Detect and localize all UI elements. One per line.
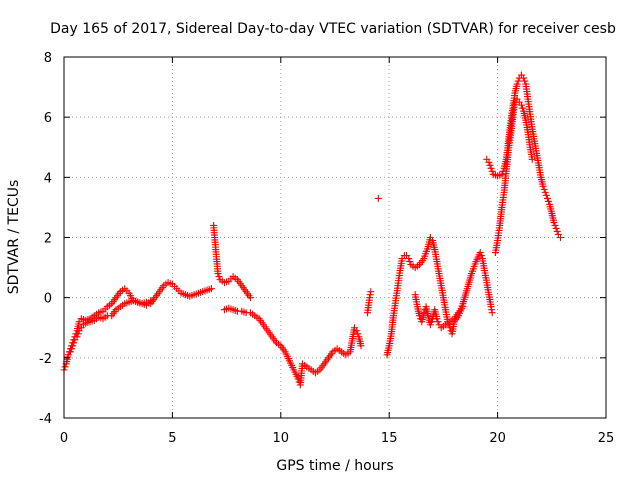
data-point: [74, 330, 82, 338]
data-series: [220, 194, 382, 389]
data-point: [61, 363, 69, 371]
data-point: [295, 378, 303, 386]
data-point: [488, 167, 496, 175]
y-tick-label: 0: [44, 292, 52, 307]
data-point: [207, 285, 215, 293]
data-point: [486, 161, 494, 169]
data-point: [498, 170, 506, 178]
data-point: [73, 333, 81, 341]
data-point: [70, 339, 78, 347]
data-point: [374, 194, 382, 202]
data-point: [488, 309, 496, 317]
data-series: [411, 291, 467, 332]
data-point: [68, 345, 76, 353]
data-point: [477, 252, 485, 260]
axis-ticks: 0 5 10 15 20 25 -4 -2 0 2 4 6 8: [39, 51, 614, 446]
data-point: [420, 309, 428, 317]
data-point: [214, 270, 222, 278]
data-point: [67, 348, 75, 356]
data-point: [434, 318, 442, 326]
data-point: [485, 158, 493, 166]
data-point: [357, 342, 365, 350]
data-point: [540, 185, 548, 193]
data-point: [551, 221, 559, 229]
data-point: [545, 197, 553, 205]
x-tick-label: 0: [60, 431, 68, 446]
data-point: [520, 74, 528, 82]
data-marks: [60, 71, 564, 389]
y-tick-label: 8: [44, 51, 52, 66]
data-point: [426, 321, 434, 329]
data-series: [67, 297, 155, 356]
x-tick-label: 10: [273, 431, 290, 446]
data-point: [519, 104, 527, 112]
data-point: [487, 164, 495, 172]
data-point: [246, 294, 254, 302]
data-point: [543, 194, 551, 202]
data-point: [556, 234, 564, 241]
y-tick-label: -4: [39, 412, 52, 427]
data-point: [476, 249, 484, 257]
data-point: [550, 218, 558, 226]
data-point: [513, 80, 521, 88]
data-point: [539, 182, 547, 190]
data-point: [517, 101, 525, 109]
x-axis-label: GPS time / hours: [276, 458, 393, 474]
x-tick-label: 20: [489, 431, 506, 446]
data-point: [446, 324, 454, 332]
data-point: [147, 297, 155, 305]
data-point: [459, 303, 467, 311]
data-point: [406, 258, 414, 266]
data-point: [416, 312, 424, 320]
x-tick-label: 25: [598, 431, 615, 446]
x-tick-label: 15: [381, 431, 398, 446]
data-point: [553, 227, 561, 235]
data-point: [353, 327, 361, 335]
data-point: [433, 315, 441, 323]
data-series: [483, 71, 564, 241]
x-tick-label: 5: [168, 431, 176, 446]
data-point: [528, 155, 536, 163]
y-axis-label: SDTVAR / TECUs: [6, 180, 22, 295]
chart-title: Day 165 of 2017, Sidereal Day-to-day VTE…: [50, 21, 616, 37]
data-point: [541, 188, 549, 196]
data-point: [367, 288, 375, 296]
y-tick-label: 4: [44, 171, 52, 186]
data-point: [69, 342, 77, 350]
data-point: [514, 77, 522, 85]
data-point: [427, 318, 435, 326]
y-tick-label: 6: [44, 111, 52, 126]
data-point: [552, 224, 560, 232]
data-point: [405, 255, 413, 263]
y-tick-label: -2: [39, 352, 52, 367]
data-point: [215, 273, 223, 281]
data-series: [491, 95, 536, 257]
data-series: [383, 234, 496, 359]
data-point: [542, 191, 550, 199]
y-tick-label: 2: [44, 232, 52, 247]
data-point: [354, 330, 362, 338]
data-point: [521, 77, 529, 85]
